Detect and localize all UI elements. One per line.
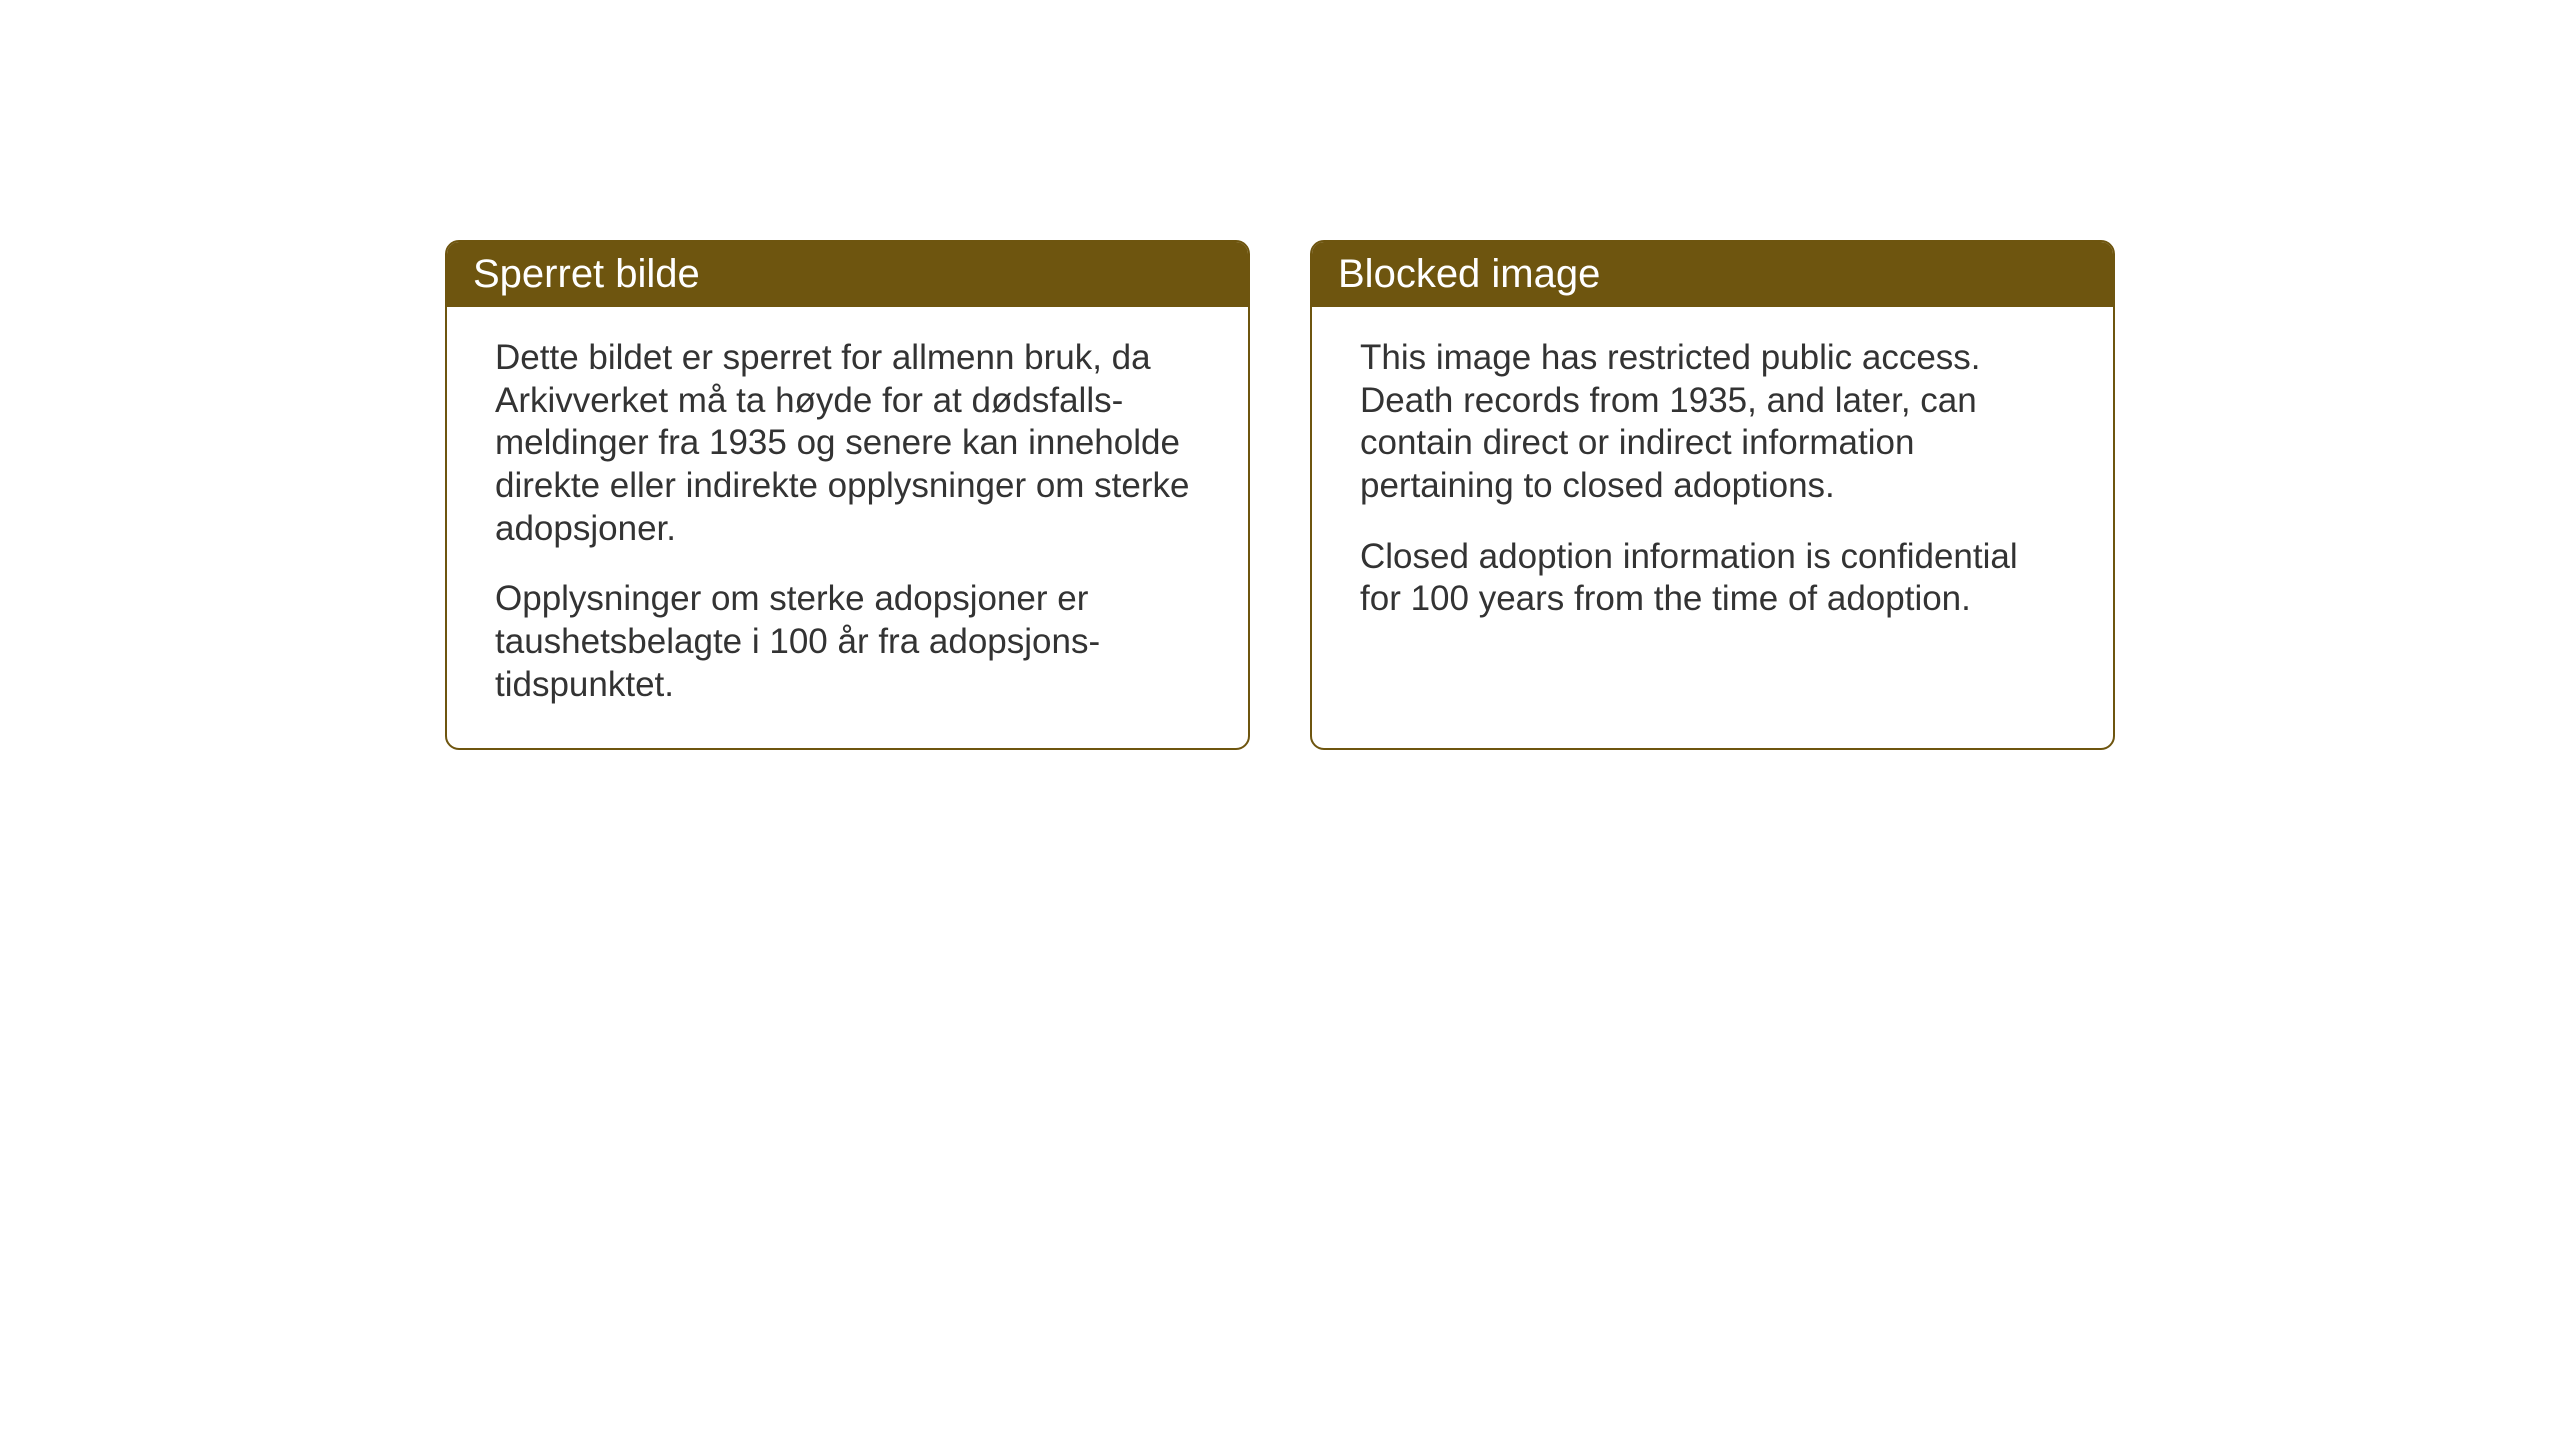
- card-title-english: Blocked image: [1338, 252, 1600, 296]
- card-title-norwegian: Sperret bilde: [473, 252, 700, 296]
- blocked-notice-english: Blocked image This image has restricted …: [1310, 240, 2115, 750]
- paragraph-2-norwegian: Opplysninger om sterke adopsjoner er tau…: [495, 578, 1200, 706]
- card-header-english: Blocked image: [1312, 242, 2113, 307]
- notice-container: Sperret bilde Dette bildet er sperret fo…: [445, 240, 2115, 750]
- card-header-norwegian: Sperret bilde: [447, 242, 1248, 307]
- paragraph-2-english: Closed adoption information is confident…: [1360, 536, 2065, 621]
- blocked-notice-norwegian: Sperret bilde Dette bildet er sperret fo…: [445, 240, 1250, 750]
- paragraph-1-english: This image has restricted public access.…: [1360, 337, 2065, 508]
- paragraph-1-norwegian: Dette bildet er sperret for allmenn bruk…: [495, 337, 1200, 550]
- card-body-english: This image has restricted public access.…: [1312, 307, 2113, 661]
- card-body-norwegian: Dette bildet er sperret for allmenn bruk…: [447, 307, 1248, 747]
